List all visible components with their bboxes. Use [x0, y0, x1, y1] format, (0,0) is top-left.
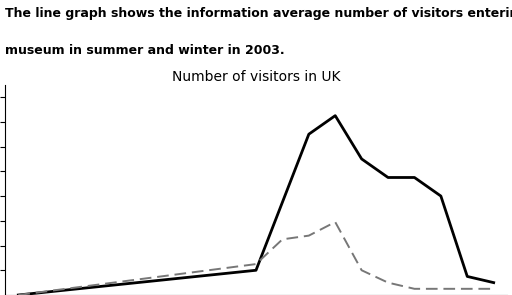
Text: The line graph shows the information average number of visitors entering a: The line graph shows the information ave… [5, 7, 512, 20]
Title: Number of visitors in UK: Number of visitors in UK [172, 70, 340, 83]
Text: museum in summer and winter in 2003.: museum in summer and winter in 2003. [5, 44, 285, 57]
